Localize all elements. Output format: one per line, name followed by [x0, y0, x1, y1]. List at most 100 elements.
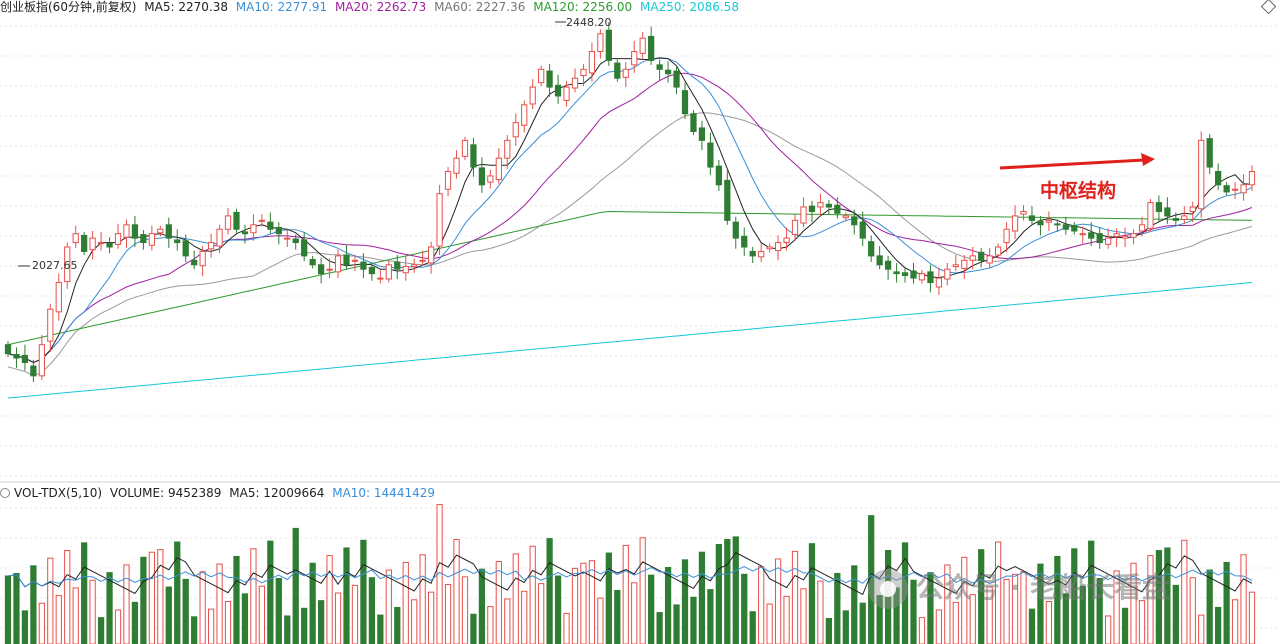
volume-bar [554, 575, 562, 644]
volume-bar [851, 565, 858, 644]
ma20-line [7, 72, 1253, 364]
candle-body [351, 259, 359, 262]
volume-bar [1121, 607, 1129, 644]
candle-body [47, 308, 54, 342]
candle-body [605, 29, 612, 61]
candle-body [969, 255, 976, 261]
volume-bar [157, 549, 164, 644]
volume-bar [766, 603, 773, 644]
volume-bar [605, 552, 612, 644]
candle-body [368, 266, 376, 275]
volume-bar [4, 575, 12, 644]
volume-bar [495, 561, 502, 644]
candle-body [326, 268, 333, 271]
volume-bar [758, 566, 765, 644]
candle-body [664, 69, 672, 75]
candle-body [1147, 202, 1154, 229]
candle-body [1071, 225, 1078, 232]
volume-bar [131, 601, 139, 644]
candle-body [157, 228, 164, 234]
candle-body [1121, 235, 1129, 239]
candle-body [1130, 233, 1137, 238]
candle-body [21, 354, 29, 363]
volume-value: VOLUME: 9452389 [109, 486, 222, 500]
volume-bar [546, 538, 553, 644]
volume-bar [825, 618, 832, 644]
candle-body [791, 219, 799, 236]
candle-body [741, 235, 748, 248]
ma5-line [7, 57, 1253, 364]
volume-bar [419, 554, 426, 644]
volume-ma10-line [7, 566, 1253, 588]
volume-bar [631, 582, 638, 644]
candle-body [529, 86, 536, 105]
indicator-toggle-icon[interactable] [0, 488, 10, 498]
volume-bar [842, 610, 849, 644]
volume-bar [191, 616, 198, 644]
volume-bar [224, 601, 232, 644]
candle-body [783, 237, 790, 244]
volume-bar [1105, 615, 1112, 644]
volume-bar [1164, 547, 1171, 644]
low-price-label: 2027.65 [32, 259, 78, 272]
candle-body [927, 271, 934, 284]
candle-body [673, 70, 680, 88]
volume-bar [487, 606, 494, 644]
volume-header: VOL-TDX(5,10) VOLUME: 9452389 MA5: 12009… [0, 486, 439, 500]
candle-body [690, 113, 697, 132]
volume-bar [216, 563, 223, 644]
candle-body [1096, 233, 1103, 244]
volume-bar [207, 608, 215, 644]
candle-body [1028, 215, 1036, 221]
volume-bar [935, 609, 943, 644]
candle-body [521, 104, 528, 126]
candle-body [859, 221, 866, 239]
candle-body [774, 242, 782, 252]
ma20-value: MA20: 2262.73 [334, 0, 427, 14]
candle-body [199, 250, 206, 267]
candle-body [910, 270, 917, 279]
volume-bar [1113, 570, 1120, 644]
candle-body [394, 261, 401, 270]
volume-bar [334, 592, 342, 644]
volume-bar [969, 594, 976, 644]
volume-bar [1130, 562, 1137, 644]
volume-bar [385, 569, 392, 644]
volume-bar [174, 541, 181, 644]
candle-body [1079, 233, 1086, 236]
candle-body [250, 224, 257, 234]
candle-body [97, 242, 105, 245]
candle-body [1215, 170, 1222, 186]
watermark-text: 公众号 · 老船长看盘 [916, 571, 1171, 604]
volume-bar [724, 538, 731, 644]
candle-body [1155, 202, 1163, 212]
candle-body [275, 226, 282, 235]
volume-bar [622, 544, 629, 644]
candle-body [935, 277, 943, 288]
zhongshu-annotation: 中枢结构 [1040, 180, 1117, 202]
candle-body [191, 259, 198, 266]
candle-body [309, 258, 316, 266]
candle-body [461, 139, 469, 157]
candle-body [55, 282, 62, 313]
candle-body [174, 239, 181, 244]
volume-bar [1054, 555, 1061, 644]
volume-bar [656, 612, 663, 644]
volume-bar [140, 556, 147, 644]
ma5-value: MA5: 2270.38 [144, 0, 228, 14]
volume-bar [563, 612, 570, 644]
candle-body [1062, 224, 1069, 230]
volume-bar [148, 551, 155, 644]
ma60-line [7, 112, 1253, 377]
candle-body [538, 68, 545, 84]
candle-body [648, 35, 655, 61]
candle-body [884, 260, 892, 270]
volume-bar [97, 617, 105, 644]
volume-bar [402, 561, 409, 644]
volume-bar [284, 615, 291, 644]
candle-body [1198, 139, 1205, 210]
candle-body [131, 224, 139, 239]
candle-body [834, 204, 841, 214]
volume-bar [1045, 601, 1053, 644]
